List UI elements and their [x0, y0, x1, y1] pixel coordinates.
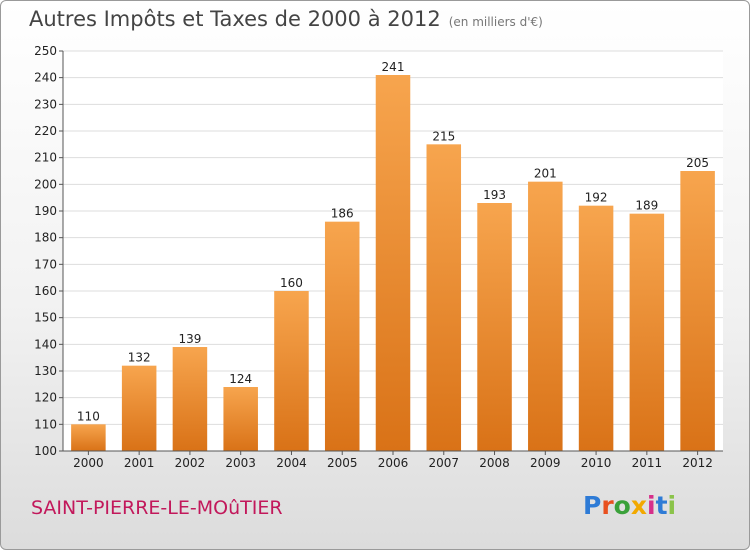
x-tick-label-2012: 2012: [682, 456, 713, 470]
y-tick-label: 180: [34, 231, 57, 245]
x-tick-label-2004: 2004: [276, 456, 307, 470]
x-tick-label-2005: 2005: [327, 456, 358, 470]
data-label-2000: 110: [77, 409, 100, 423]
y-tick-label: 160: [34, 284, 57, 298]
y-tick-label: 120: [34, 391, 57, 405]
proxiti-logo[interactable]: Proxiti: [583, 491, 676, 520]
bar-2006[interactable]: [375, 75, 411, 451]
y-tick-label: 170: [34, 257, 57, 271]
chart-title: Autres Impôts et Taxes de 2000 à 2012 (en…: [29, 7, 543, 31]
y-tick-label: 140: [34, 337, 57, 351]
data-label-2002: 139: [178, 332, 201, 346]
bar-2000[interactable]: [71, 424, 106, 451]
bar-2008[interactable]: [477, 203, 512, 451]
axes: 100 110 120 130 140 150 160 170 180 190 200 210 220 2…: [34, 44, 723, 470]
bar-2007[interactable]: [426, 144, 462, 452]
y-tick-label: 210: [34, 151, 57, 165]
data-label-2011: 189: [635, 199, 658, 213]
data-label-2001: 132: [128, 351, 151, 365]
data-label-2006: 241: [382, 60, 405, 74]
logo-letter: t: [655, 491, 668, 520]
data-label-2012: 205: [686, 156, 709, 170]
y-tick-label: 190: [34, 204, 57, 218]
data-label-2007: 215: [432, 129, 455, 143]
data-label-2008: 193: [483, 188, 506, 202]
x-tick-label-2003: 2003: [225, 456, 256, 470]
data-label-2010: 192: [585, 191, 608, 205]
y-tick-label: 150: [34, 311, 57, 325]
logo-letter: r: [601, 491, 614, 520]
y-tick-label: 230: [34, 97, 57, 111]
x-tick-label-2008: 2008: [479, 456, 510, 470]
bars: 110 132 139 124 160 186 241 215 193 201 192 189 205: [71, 60, 715, 452]
y-tick-label: 250: [34, 44, 57, 58]
chart-title-text: Autres Impôts et Taxes de 2000 à 2012: [29, 7, 441, 31]
x-tick-label-2000: 2000: [73, 456, 104, 470]
x-tick-label-2011: 2011: [632, 456, 663, 470]
bar-2010[interactable]: [578, 205, 614, 451]
data-label-2003: 124: [229, 372, 252, 386]
x-tick-label-2006: 2006: [378, 456, 409, 470]
x-tick-label-2001: 2001: [124, 456, 155, 470]
x-tick-label-2010: 2010: [581, 456, 612, 470]
y-tick-label: 110: [34, 417, 57, 431]
bar-2002[interactable]: [172, 347, 208, 451]
logo-letter: P: [583, 491, 602, 520]
y-tick-label: 220: [34, 124, 57, 138]
logo-letter: i: [667, 491, 677, 520]
x-tick-label-2009: 2009: [530, 456, 561, 470]
y-tick-label: 240: [34, 71, 57, 85]
y-tick-label: 130: [34, 364, 57, 378]
bar-2009[interactable]: [528, 181, 563, 451]
logo-letter: o: [613, 491, 631, 520]
logo-letter: i: [647, 491, 656, 520]
bar-2005[interactable]: [324, 221, 360, 451]
commune-name: SAINT-PIERRE-LE-MOûTIER: [31, 497, 283, 519]
bar-2011[interactable]: [629, 213, 665, 451]
x-tick-label-2007: 2007: [428, 456, 459, 470]
bar-2004[interactable]: [274, 291, 309, 451]
y-tick-label: 200: [34, 177, 57, 191]
bar-2001[interactable]: [121, 365, 157, 451]
bar-2003[interactable]: [223, 387, 258, 451]
data-label-2004: 160: [280, 276, 303, 290]
data-label-2009: 201: [534, 167, 557, 181]
data-label-2005: 186: [331, 207, 354, 221]
y-tick-label: 100: [34, 444, 57, 458]
bar-2012[interactable]: [680, 171, 715, 451]
logo-letter: x: [630, 491, 647, 520]
chart-subtitle: (en milliers d'€): [448, 15, 543, 29]
x-tick-label-2002: 2002: [175, 456, 206, 470]
